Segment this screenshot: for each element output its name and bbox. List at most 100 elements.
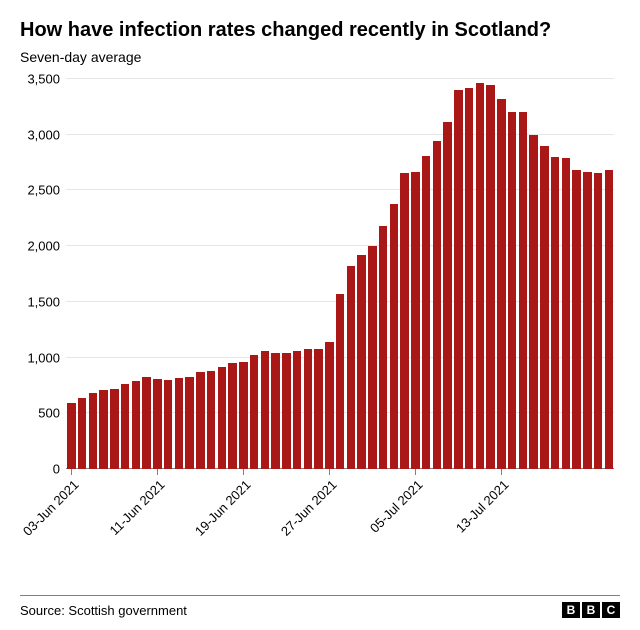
x-tick-mark xyxy=(501,469,502,475)
bar xyxy=(347,266,355,469)
bar xyxy=(196,372,204,469)
bar xyxy=(110,389,118,469)
x-tick-mark xyxy=(157,469,158,475)
footer-row: Source: Scottish government BBC xyxy=(20,602,620,618)
chart-title: How have infection rates changed recentl… xyxy=(20,18,620,43)
bar-slot xyxy=(442,79,453,469)
bar-slot xyxy=(432,79,443,469)
bar xyxy=(368,246,376,469)
bar-slot xyxy=(561,79,572,469)
bar-slot xyxy=(518,79,529,469)
bar-slot xyxy=(453,79,464,469)
bar-slot xyxy=(163,79,174,469)
bar xyxy=(476,83,484,469)
bar xyxy=(153,379,161,469)
bar xyxy=(228,363,236,469)
bar xyxy=(486,85,494,469)
bar-slot xyxy=(303,79,314,469)
x-tick-label: 27-Jun 2021 xyxy=(278,477,340,539)
bar-slot xyxy=(270,79,281,469)
bar xyxy=(562,158,570,469)
bar xyxy=(390,204,398,469)
bar xyxy=(454,90,462,469)
bar xyxy=(250,355,258,469)
plot-area xyxy=(66,79,614,469)
bar xyxy=(132,381,140,469)
bar-slot xyxy=(593,79,604,469)
bar-slot xyxy=(399,79,410,469)
bar xyxy=(572,170,580,469)
bar-slot xyxy=(120,79,131,469)
x-tick-label: 19-Jun 2021 xyxy=(192,477,254,539)
bar xyxy=(519,112,527,469)
bbc-logo-box: B xyxy=(562,602,580,618)
bar xyxy=(99,390,107,469)
bar-slot xyxy=(604,79,615,469)
bar-slot xyxy=(410,79,421,469)
bar-slot xyxy=(98,79,109,469)
x-tick-label: 11-Jun 2021 xyxy=(107,477,168,538)
source-text: Source: Scottish government xyxy=(20,603,187,618)
bar-slot xyxy=(217,79,228,469)
bar-slot xyxy=(346,79,357,469)
bar xyxy=(304,349,312,469)
bar-slot xyxy=(238,79,249,469)
bar xyxy=(508,112,516,469)
bar xyxy=(271,353,279,469)
bar xyxy=(282,353,290,469)
bar xyxy=(411,172,419,470)
bar-slot xyxy=(141,79,152,469)
chart-container: How have infection rates changed recentl… xyxy=(0,0,640,630)
bar-slot xyxy=(195,79,206,469)
bar xyxy=(497,99,505,469)
chart-subtitle: Seven-day average xyxy=(20,49,620,65)
bar xyxy=(239,362,247,469)
bar-slot xyxy=(539,79,550,469)
bar-slot xyxy=(184,79,195,469)
bbc-logo: BBC xyxy=(562,602,620,618)
bar-slot xyxy=(292,79,303,469)
bar xyxy=(336,294,344,469)
x-tick-label: 03-Jun 2021 xyxy=(20,477,82,539)
bar-slot xyxy=(174,79,185,469)
bar-slot xyxy=(152,79,163,469)
bar xyxy=(164,380,172,469)
bar xyxy=(605,170,613,469)
bar-slot xyxy=(131,79,142,469)
bar-slot xyxy=(88,79,99,469)
bar-slot xyxy=(378,79,389,469)
chart-footer: Source: Scottish government BBC xyxy=(20,595,620,618)
bar-slot xyxy=(421,79,432,469)
bar xyxy=(293,351,301,469)
bar xyxy=(218,367,226,470)
bar xyxy=(325,342,333,469)
bar xyxy=(583,172,591,470)
chart-area: 05001,0001,5002,0002,5003,0003,500 03-Ju… xyxy=(20,79,620,557)
bar xyxy=(379,226,387,469)
bar xyxy=(400,173,408,469)
bar xyxy=(261,351,269,469)
x-tick-mark xyxy=(243,469,244,475)
bar xyxy=(89,393,97,469)
bar-slot xyxy=(571,79,582,469)
y-tick-label: 2,500 xyxy=(27,183,60,198)
bar xyxy=(594,173,602,469)
bar-slot xyxy=(496,79,507,469)
bar xyxy=(529,135,537,469)
bar-slot xyxy=(313,79,324,469)
bar xyxy=(207,371,215,469)
x-tick-label: 13-Jul 2021 xyxy=(453,477,512,536)
bbc-logo-box: B xyxy=(582,602,600,618)
bar-slot xyxy=(389,79,400,469)
bar xyxy=(121,384,129,469)
bbc-logo-box: C xyxy=(602,602,620,618)
bar-slot xyxy=(335,79,346,469)
bar-slot xyxy=(66,79,77,469)
bar-slot xyxy=(356,79,367,469)
bar-slot xyxy=(260,79,271,469)
y-tick-label: 1,000 xyxy=(27,350,60,365)
y-tick-label: 1,500 xyxy=(27,294,60,309)
bar xyxy=(175,378,183,469)
bar-slot xyxy=(249,79,260,469)
bar-slot xyxy=(475,79,486,469)
